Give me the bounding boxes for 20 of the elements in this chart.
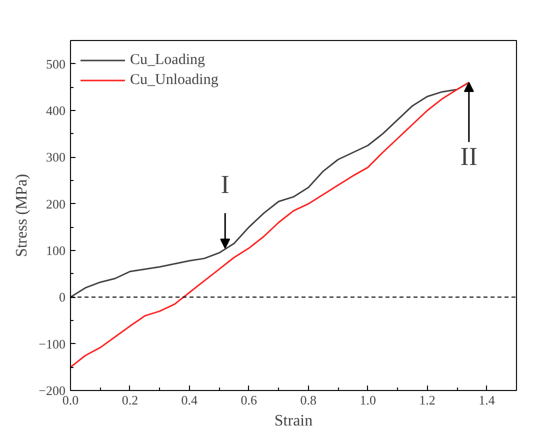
y-tick-label: −100 xyxy=(38,336,66,352)
x-tick-label: 0.8 xyxy=(300,392,316,408)
y-tick-label: 500 xyxy=(46,56,66,72)
annotation: II xyxy=(460,142,478,171)
annotation: I xyxy=(220,170,230,200)
legend-label: Cu_Loading xyxy=(130,52,205,68)
y-tick-label: 0 xyxy=(59,290,66,305)
x-axis-title: Strain xyxy=(274,412,313,430)
legend-label: Cu_Unloading xyxy=(130,72,218,88)
y-tick-label: 100 xyxy=(46,243,66,258)
x-tick-label: 1.0 xyxy=(360,392,376,408)
x-tick-label: 0.2 xyxy=(122,392,138,408)
y-tick-label: 300 xyxy=(46,150,66,165)
y-tick-label: 200 xyxy=(46,196,66,212)
x-tick-label: 0.6 xyxy=(240,392,258,408)
x-tick-label: 1.2 xyxy=(419,392,436,408)
y-tick-label: 400 xyxy=(46,103,66,118)
x-tick-label: 0.4 xyxy=(181,392,198,408)
y-axis-title: Stress (MPa) xyxy=(14,174,31,258)
x-tick-label: 1.4 xyxy=(478,392,496,408)
